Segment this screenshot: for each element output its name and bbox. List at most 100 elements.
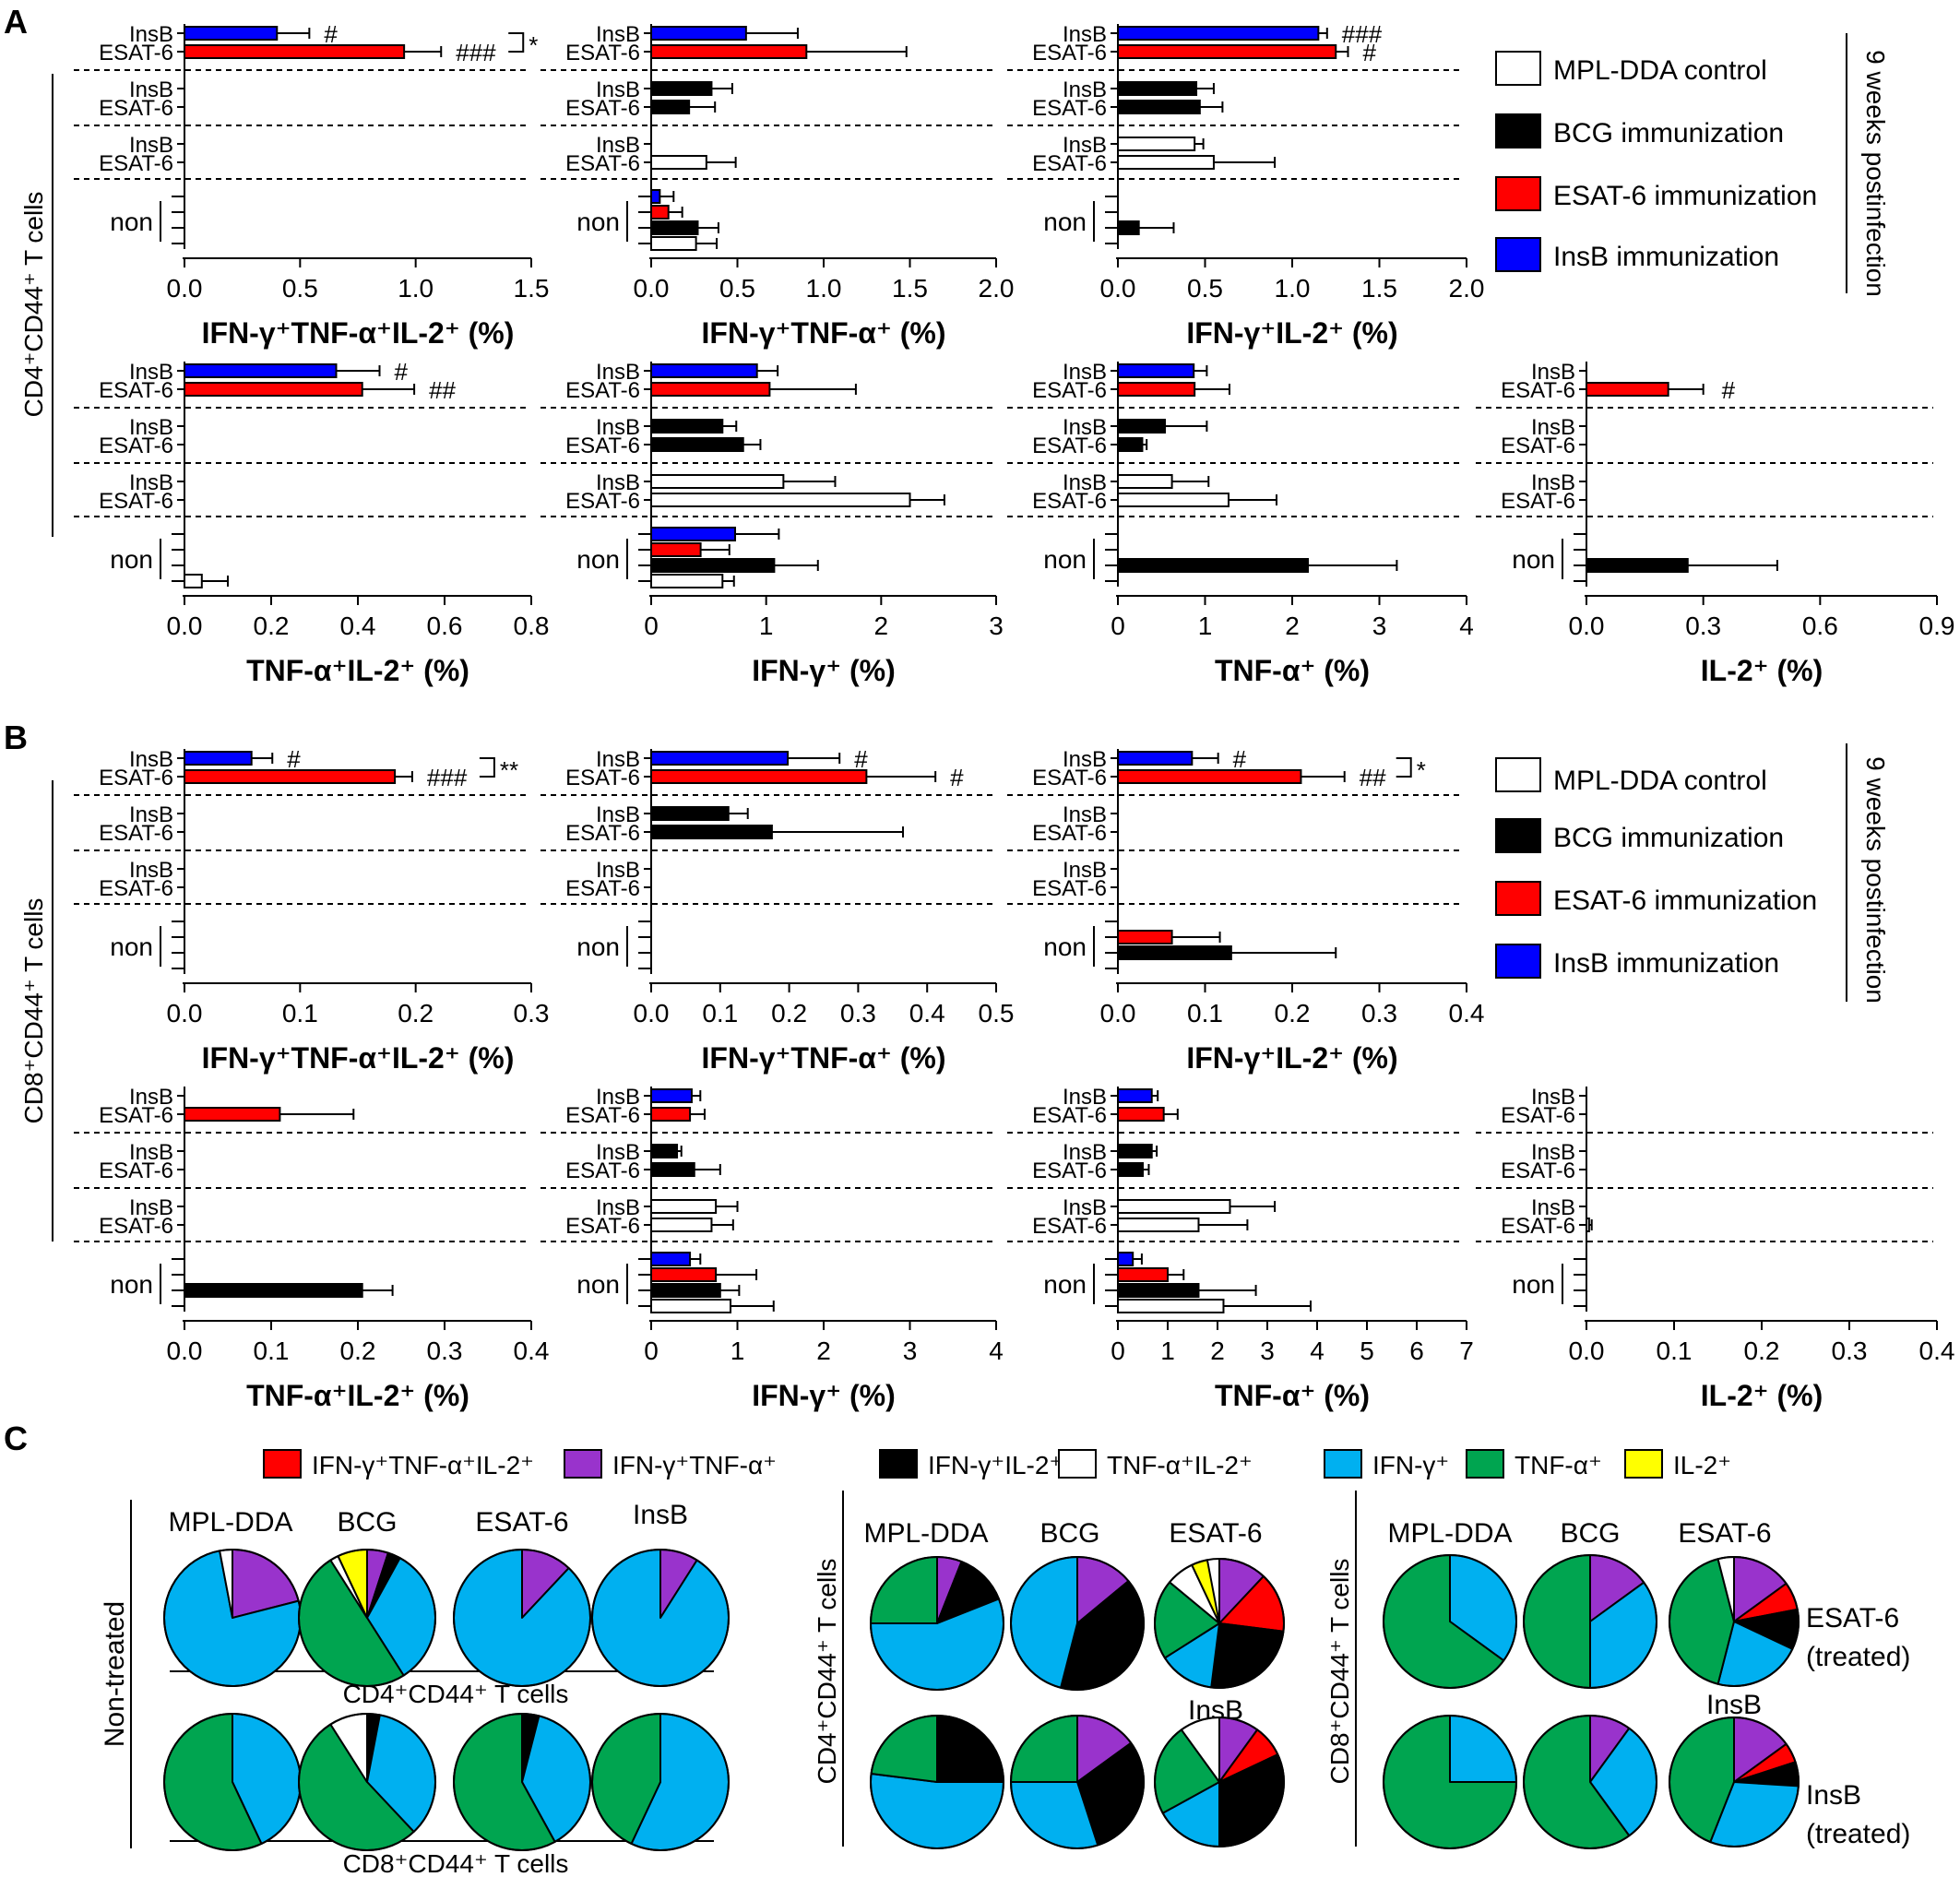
significance-mark: * — [529, 31, 538, 59]
row-label-esat: ESAT-6 — [1032, 821, 1107, 846]
bar-non-insb — [650, 1252, 692, 1266]
row-label-esat: ESAT-6 — [1032, 41, 1107, 65]
row-label-insb: InsB — [1063, 802, 1107, 827]
legend-b-ctrl-label: MPL-DDA control — [1553, 766, 1767, 796]
x-axis-title: IFN-γ⁺TNF-α⁺ (%) — [702, 1041, 946, 1075]
bar-insb-immunized — [1117, 751, 1194, 766]
legend-label-c_ifn_tnf_il2: IFN-γ⁺TNF-α⁺IL-2⁺ — [312, 1451, 534, 1479]
pie-outline — [453, 1713, 591, 1851]
legend-a-bcg-swatch — [1495, 113, 1541, 148]
pie-outline — [1010, 1715, 1145, 1849]
pie-outline — [591, 1549, 730, 1687]
x-tick-label: 3 — [1372, 612, 1387, 640]
x-tick-label: 0.4 — [514, 1336, 550, 1365]
x-axis-title: TNF-α⁺ (%) — [1215, 1379, 1370, 1412]
legend-b: MPL-DDA control BCG immunization ESAT-6 … — [1495, 743, 1890, 1004]
bar-ctrl-esat — [1117, 1218, 1200, 1232]
x-axis-title: IFN-γ⁺IL-2⁺ (%) — [1186, 1041, 1397, 1075]
significance-bracket — [1396, 757, 1412, 778]
x-tick-label: 1.0 — [1275, 274, 1311, 303]
legend-a-esat-label: ESAT-6 immunization — [1553, 181, 1817, 211]
bar-non-ctrl — [650, 574, 724, 588]
row-label-esat: ESAT-6 — [565, 1158, 640, 1183]
x-axis-title: IFN-γ⁺TNF-α⁺ (%) — [702, 316, 946, 350]
x-tick-label: 0.0 — [1569, 1336, 1605, 1365]
x-tick-label: 1.0 — [398, 274, 434, 303]
x-tick-label: 1.5 — [892, 274, 928, 303]
x-tick-label: 0.5 — [719, 274, 755, 303]
panel-label-c: C — [4, 1420, 28, 1457]
panel-label-b: B — [4, 719, 28, 756]
pie-nt_cd4_bcg — [298, 1549, 436, 1687]
legend-a-ctrl-label: MPL-DDA control — [1553, 55, 1767, 86]
row-label-esat: ESAT-6 — [565, 378, 640, 403]
x-tick-label: 3 — [903, 1336, 918, 1365]
significance-mark: ## — [429, 376, 456, 404]
row-label-insb: InsB — [129, 77, 173, 102]
bar-ctrl-insb — [1117, 474, 1173, 489]
row-label-non: non — [110, 933, 153, 961]
row-label-esat: ESAT-6 — [565, 1103, 640, 1128]
x-tick-label: 0 — [644, 1336, 659, 1365]
pie-nt_cd8_bcg — [298, 1713, 436, 1852]
significance-mark: ### — [427, 764, 468, 791]
x-tick-label: 0.2 — [1275, 999, 1311, 1028]
cd8-side-label: CD8⁺CD44⁺ T cells — [19, 898, 48, 1124]
pie-outline — [1523, 1715, 1657, 1849]
row-label-insb: InsB — [129, 747, 173, 772]
x-tick-label: 0.1 — [1187, 999, 1223, 1028]
x-tick-label: 0.1 — [254, 1336, 290, 1365]
row-label-esat: ESAT-6 — [99, 96, 173, 121]
bar-insb-immunized — [184, 751, 253, 766]
bar-bcg-esat — [1117, 1162, 1144, 1177]
significance-mark: * — [1417, 756, 1426, 784]
row-label-esat: ESAT-6 — [1501, 489, 1575, 514]
bar-non-insb — [650, 189, 661, 204]
legend-b-insb-label: InsB immunization — [1553, 948, 1779, 979]
bar-ctrl-esat — [1117, 493, 1230, 507]
row-label-insb: InsB — [1063, 858, 1107, 883]
row-label-esat: ESAT-6 — [565, 41, 640, 65]
x-tick-label: 0.2 — [771, 999, 807, 1028]
mid-cd4-label: CD4⁺CD44⁺ T cells — [813, 1559, 841, 1785]
bar-ctrl-esat — [1117, 155, 1215, 170]
pie-outline — [591, 1713, 730, 1851]
bar-bcg-esat — [650, 825, 773, 839]
row-label-insb: InsB — [596, 22, 640, 47]
bar-bcg-insb — [650, 1144, 679, 1158]
x-tick-label: 0.0 — [167, 1336, 203, 1365]
bar-insb-immunized — [650, 363, 758, 378]
x-axis-title: IFN-γ⁺TNF-α⁺IL-2⁺ (%) — [202, 316, 515, 350]
row-label-insb: InsB — [1531, 1140, 1575, 1165]
legend-a-insb-label: InsB immunization — [1553, 242, 1779, 272]
pie-label-m-mpl: MPL-DDA — [863, 1518, 988, 1549]
legend-swatch-c_ifn — [1324, 1449, 1362, 1479]
pie-outline — [1010, 1556, 1145, 1691]
pie-r_cd8_insb — [1669, 1717, 1800, 1847]
row-label-esat: ESAT-6 — [99, 1158, 173, 1183]
x-tick-label: 4 — [1310, 1336, 1324, 1365]
bar-esat-immunized — [650, 382, 771, 397]
row-label-esat: ESAT-6 — [565, 821, 640, 846]
pie-nt_cd8_insb — [591, 1713, 730, 1851]
row-label-esat: ESAT-6 — [1501, 378, 1575, 403]
significance-mark: ### — [1342, 20, 1383, 48]
x-axis-title: IFN-γ⁺TNF-α⁺IL-2⁺ (%) — [202, 1041, 515, 1075]
row-label-insb: InsB — [596, 1195, 640, 1220]
bar-non-esat — [650, 542, 702, 557]
legend-b-bcg-label: BCG immunization — [1553, 823, 1784, 853]
pie-label-nt-insb: InsB — [633, 1500, 688, 1530]
row-label-insb: InsB — [596, 1140, 640, 1165]
pie-label-nt-esat: ESAT-6 — [475, 1507, 568, 1538]
bar-non-insb — [650, 527, 737, 541]
pie-label-r-esat: ESAT-6 — [1678, 1518, 1771, 1549]
row-label-esat: ESAT-6 — [565, 434, 640, 458]
significance-mark: ** — [500, 756, 518, 784]
bar-non-ctrl — [1117, 1299, 1225, 1313]
